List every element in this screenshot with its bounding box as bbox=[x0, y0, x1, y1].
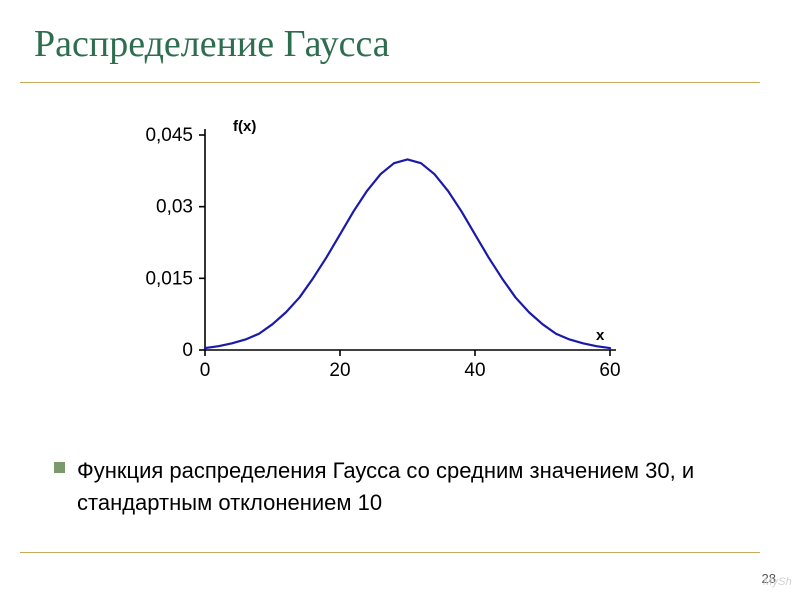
svg-text:0,015: 0,015 bbox=[145, 268, 193, 289]
bullet-icon bbox=[54, 462, 65, 473]
footer-rule bbox=[20, 552, 760, 553]
bullet-text: Функция распределения Гаусса со средним … bbox=[77, 455, 754, 519]
svg-text:60: 60 bbox=[599, 360, 620, 381]
slide: Распределение Гаусса 0 0,015 0,03 0,045 0 20 4… bbox=[0, 0, 800, 600]
title-rule bbox=[20, 82, 760, 83]
page-title: Распределение Гаусса bbox=[34, 22, 390, 66]
bullet-item: Функция распределения Гаусса со средним … bbox=[54, 455, 754, 519]
svg-text:0: 0 bbox=[182, 340, 193, 361]
svg-text:f(x): f(x) bbox=[233, 118, 256, 135]
svg-text:0: 0 bbox=[200, 360, 211, 381]
gaussian-chart: 0 0,015 0,03 0,045 0 20 40 60 f(x) x bbox=[110, 110, 630, 410]
svg-text:20: 20 bbox=[329, 360, 350, 381]
watermark: MySh bbox=[763, 576, 792, 588]
svg-text:0,045: 0,045 bbox=[145, 125, 193, 146]
svg-text:0,03: 0,03 bbox=[156, 197, 193, 218]
svg-text:x: x bbox=[596, 327, 605, 344]
svg-text:40: 40 bbox=[464, 360, 485, 381]
